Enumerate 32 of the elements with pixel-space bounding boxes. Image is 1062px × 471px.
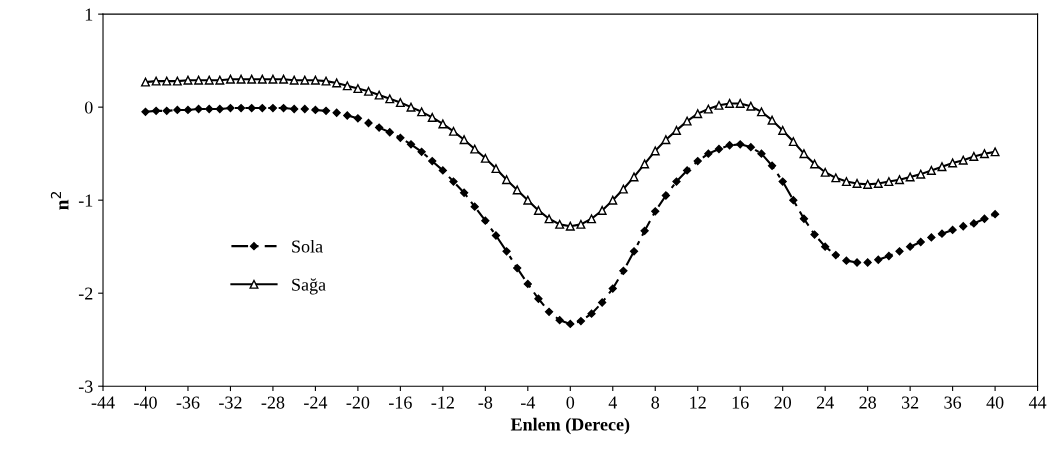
x-tick-label: -4 [520, 396, 536, 409]
x-tick-label: 44 [1028, 396, 1047, 409]
y-tick-label: -2 [78, 287, 93, 300]
x-tick-label: 24 [816, 396, 834, 409]
legend-label: Sağa [292, 278, 326, 295]
x-tick-label: -12 [431, 396, 454, 409]
x-tick-label: -44 [91, 396, 115, 409]
x-tick-label: 12 [690, 396, 706, 409]
x-tick-label: 40 [986, 396, 1004, 409]
x-tick-label: -8 [478, 396, 493, 409]
x-tick-label: -24 [304, 396, 328, 409]
x-tick-label: 20 [774, 396, 792, 409]
y-axis-title: n$^{2}$ [50, 191, 69, 210]
x-tick-label: -20 [346, 396, 370, 409]
x-tick-label: -36 [176, 396, 200, 409]
legend-label: Sola [292, 239, 323, 253]
x-tick-label: -32 [219, 396, 242, 409]
x-tick-label: 28 [859, 396, 876, 409]
y-tick-label: 0 [84, 101, 93, 114]
y-tick-label: -3 [78, 380, 93, 393]
x-tick-label: 8 [651, 396, 660, 409]
x-tick-label: 36 [944, 396, 962, 409]
x-tick-label: 4 [608, 396, 618, 409]
y-tick-label: -1 [78, 194, 93, 207]
x-tick-label: 0 [566, 396, 575, 409]
x-tick-label: 32 [901, 396, 919, 409]
y-tick-label: 1 [85, 8, 93, 21]
x-tick-label: -40 [134, 396, 157, 409]
x-tick-label: 16 [732, 396, 749, 409]
x-axis-title: Enlem (Derece) [510, 417, 630, 435]
x-tick-label: -16 [389, 396, 412, 409]
x-tick-label: -28 [261, 396, 285, 409]
